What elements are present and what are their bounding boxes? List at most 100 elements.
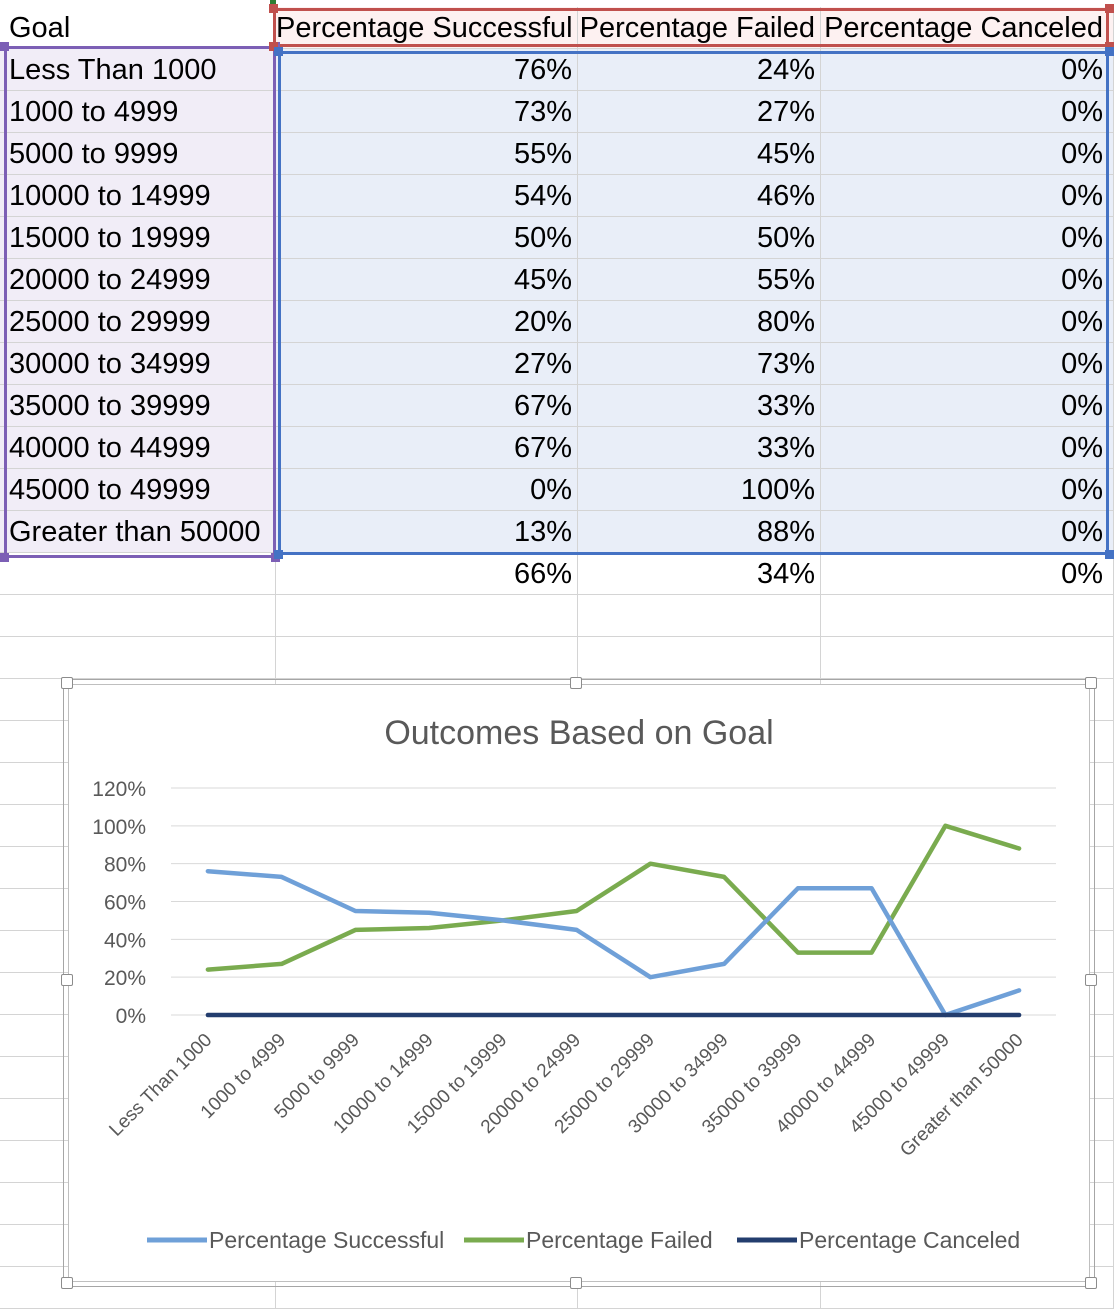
value-cell[interactable]: 33%	[578, 427, 821, 469]
empty-cell[interactable]	[276, 637, 578, 679]
value-cell[interactable]: 27%	[578, 91, 821, 133]
value-cell[interactable]: 24%	[578, 49, 821, 91]
goal-cell[interactable]: Greater than 50000	[0, 511, 276, 553]
x-tick-label: Less Than 1000	[105, 1030, 216, 1141]
x-tick-label: Greater than 50000	[896, 1030, 1027, 1161]
range-handle[interactable]	[274, 47, 283, 56]
y-tick-label: 80%	[104, 854, 146, 877]
goal-cell[interactable]: 15000 to 19999	[0, 217, 276, 259]
goal-cell[interactable]: 35000 to 39999	[0, 385, 276, 427]
value-cell[interactable]: 0%	[821, 301, 1114, 343]
chart-resize-handle[interactable]	[1085, 677, 1097, 689]
range-handle[interactable]	[274, 550, 283, 559]
chart-resize-handle[interactable]	[1085, 974, 1097, 986]
value-cell[interactable]: 50%	[276, 217, 578, 259]
total-cell[interactable]: 66%	[276, 553, 578, 595]
value-cell[interactable]: 0%	[821, 259, 1114, 301]
legend-label: Percentage Successful	[209, 1227, 444, 1253]
value-cell[interactable]: 46%	[578, 175, 821, 217]
empty-cell[interactable]	[0, 637, 276, 679]
goal-cell[interactable]: 1000 to 4999	[0, 91, 276, 133]
range-handle[interactable]	[1105, 550, 1114, 559]
chart-resize-handle[interactable]	[1085, 1277, 1097, 1289]
value-cell[interactable]: 0%	[821, 427, 1114, 469]
chart-resize-handle[interactable]	[61, 1277, 73, 1289]
value-cell[interactable]: 67%	[276, 385, 578, 427]
range-handle[interactable]	[0, 553, 9, 562]
value-cell[interactable]: 0%	[821, 469, 1114, 511]
legend-label: Percentage Canceled	[799, 1227, 1020, 1253]
goal-cell[interactable]: 10000 to 14999	[0, 175, 276, 217]
value-cell[interactable]: 13%	[276, 511, 578, 553]
chart-resize-handle[interactable]	[570, 677, 582, 689]
goal-cell[interactable]: 20000 to 24999	[0, 259, 276, 301]
value-cell[interactable]: 67%	[276, 427, 578, 469]
value-cell[interactable]: 0%	[821, 91, 1114, 133]
legend-label: Percentage Failed	[526, 1227, 713, 1253]
value-cell[interactable]: 54%	[276, 175, 578, 217]
empty-cell[interactable]	[276, 595, 578, 637]
total-cell[interactable]: 34%	[578, 553, 821, 595]
goal-cell[interactable]: Less Than 1000	[0, 49, 276, 91]
value-cell[interactable]: 45%	[276, 259, 578, 301]
empty-cell[interactable]	[0, 595, 276, 637]
range-handle[interactable]	[269, 4, 278, 13]
value-cell[interactable]: 0%	[821, 385, 1114, 427]
value-cell[interactable]: 0%	[821, 217, 1114, 259]
header-cell[interactable]: Percentage Canceled	[821, 7, 1114, 49]
total-cell[interactable]: 0%	[821, 553, 1114, 595]
value-cell[interactable]: 55%	[276, 133, 578, 175]
range-handle[interactable]	[1105, 47, 1114, 56]
goal-cell[interactable]: 45000 to 49999	[0, 469, 276, 511]
goal-cell[interactable]: 5000 to 9999	[0, 133, 276, 175]
goal-cell[interactable]: 25000 to 29999	[0, 301, 276, 343]
value-cell[interactable]: 20%	[276, 301, 578, 343]
value-cell[interactable]: 0%	[821, 511, 1114, 553]
chart-title: Outcomes Based on Goal	[384, 714, 773, 752]
empty-cell[interactable]	[821, 595, 1114, 637]
value-cell[interactable]: 45%	[578, 133, 821, 175]
goal-cell[interactable]: 30000 to 34999	[0, 343, 276, 385]
chart-resize-handle[interactable]	[61, 974, 73, 986]
empty-cell[interactable]	[578, 637, 821, 679]
chart-resize-handle[interactable]	[570, 1277, 582, 1289]
goal-cell[interactable]: 40000 to 44999	[0, 427, 276, 469]
empty-cell[interactable]	[578, 595, 821, 637]
value-cell[interactable]: 33%	[578, 385, 821, 427]
value-cell[interactable]: 100%	[578, 469, 821, 511]
chart-resize-handle[interactable]	[61, 677, 73, 689]
value-cell[interactable]: 50%	[578, 217, 821, 259]
value-cell[interactable]: 88%	[578, 511, 821, 553]
value-cell[interactable]: 27%	[276, 343, 578, 385]
range-handle[interactable]	[1105, 4, 1114, 13]
value-cell[interactable]: 0%	[276, 469, 578, 511]
y-tick-label: 100%	[92, 816, 146, 839]
value-cell[interactable]: 0%	[821, 343, 1114, 385]
value-cell[interactable]: 73%	[276, 91, 578, 133]
value-cell[interactable]: 80%	[578, 301, 821, 343]
value-cell[interactable]: 76%	[276, 49, 578, 91]
range-handle[interactable]	[0, 42, 9, 51]
empty-row	[0, 595, 1114, 637]
value-cell[interactable]: 73%	[578, 343, 821, 385]
value-cell[interactable]: 0%	[821, 175, 1114, 217]
total-cell[interactable]	[0, 553, 276, 595]
value-cell[interactable]: 0%	[821, 49, 1114, 91]
value-cell[interactable]: 55%	[578, 259, 821, 301]
y-tick-label: 40%	[104, 929, 146, 952]
empty-cell[interactable]	[821, 637, 1114, 679]
header-cell[interactable]: Percentage Failed	[578, 7, 821, 49]
header-cell[interactable]: Goal	[0, 7, 276, 49]
value-cell[interactable]: 0%	[821, 133, 1114, 175]
y-tick-label: 20%	[104, 967, 146, 990]
header-cell[interactable]: Percentage Successful	[276, 7, 578, 49]
